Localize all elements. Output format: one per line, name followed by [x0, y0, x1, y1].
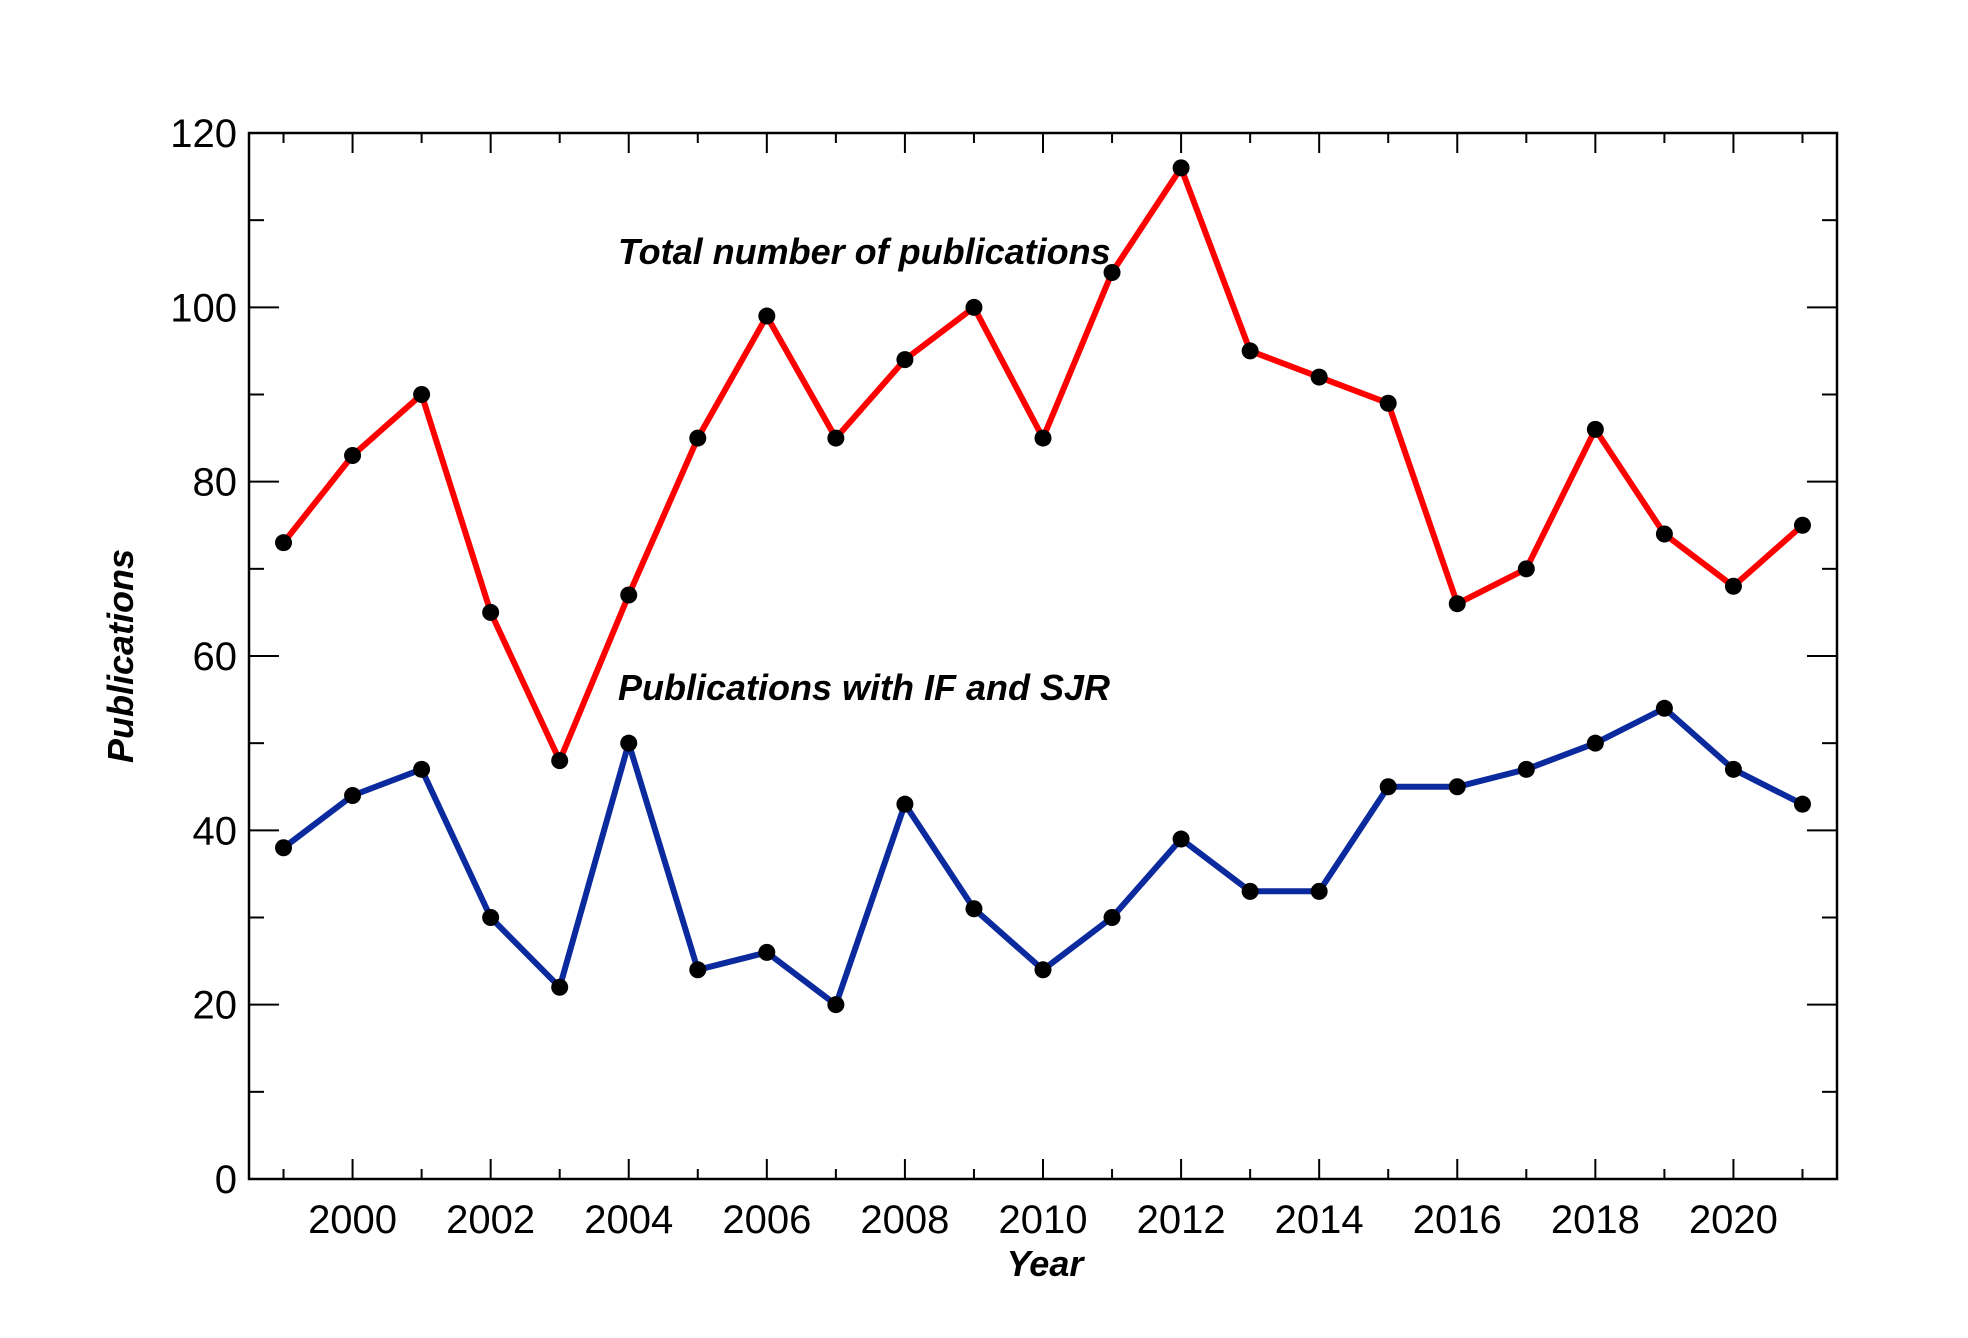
data-point-with_if_sjr — [482, 909, 500, 926]
data-point-with_if_sjr — [1103, 909, 1121, 926]
data-point-with_if_sjr — [1655, 699, 1673, 717]
data-point-with_if_sjr — [620, 734, 638, 752]
series-lines — [281, 164, 1805, 1008]
data-point-with_if_sjr — [1724, 760, 1742, 778]
x-tick-label: 2006 — [722, 1198, 811, 1242]
y-tick-label: 20 — [193, 984, 238, 1028]
data-point-total — [1379, 394, 1397, 412]
data-point-total — [758, 307, 776, 325]
data-point-total — [1655, 525, 1673, 543]
x-tick-label: 2020 — [1689, 1198, 1778, 1242]
y-tick-label: 40 — [193, 809, 238, 853]
x-tick-label: 2002 — [446, 1198, 535, 1242]
data-point-total — [482, 603, 500, 621]
data-point-total — [1103, 263, 1121, 281]
data-point-total — [1724, 577, 1742, 595]
data-point-total — [1586, 420, 1604, 438]
data-markers — [275, 159, 1811, 1014]
data-point-total — [827, 429, 845, 447]
tick-labels: 2000 2002 2004 2006 2008 2010 2012 2014 2016 2018… — [170, 112, 1778, 1242]
x-tick-label: 2016 — [1413, 1198, 1502, 1242]
x-tick-label: 2000 — [308, 1198, 397, 1242]
data-point-total — [896, 351, 914, 369]
data-point-total — [620, 586, 638, 604]
x-tick-label: 2018 — [1551, 1198, 1640, 1242]
data-point-total — [413, 386, 431, 403]
data-point-with_if_sjr — [1586, 734, 1604, 752]
annotation-publications-if-sjr: Publications with IF and SJR — [618, 667, 1110, 708]
data-point-with_if_sjr — [344, 786, 362, 804]
y-tick-label: 120 — [170, 112, 237, 156]
x-tick-label: 2008 — [860, 1198, 949, 1242]
y-axis-title: Publications — [100, 549, 141, 763]
data-point-total — [275, 534, 293, 552]
plot-frame — [247, 131, 1839, 1181]
x-tick-label: 2014 — [1275, 1198, 1364, 1242]
data-point-with_if_sjr — [275, 839, 293, 857]
y-tick-label: 100 — [170, 286, 237, 330]
data-point-total — [344, 447, 362, 465]
data-point-total — [1517, 560, 1535, 578]
x-tick-label: 2004 — [584, 1198, 673, 1242]
data-point-total — [965, 298, 983, 316]
data-point-with_if_sjr — [1448, 778, 1466, 796]
data-point-with_if_sjr — [1793, 795, 1811, 813]
data-point-with_if_sjr — [896, 795, 914, 813]
data-point-total — [1241, 342, 1259, 360]
data-point-with_if_sjr — [1034, 961, 1052, 979]
data-point-with_if_sjr — [551, 978, 569, 996]
x-tick-label: 2010 — [999, 1198, 1088, 1242]
data-point-with_if_sjr — [1310, 882, 1328, 900]
data-point-total — [1034, 429, 1052, 447]
y-tick-label: 60 — [193, 635, 238, 679]
data-point-total — [551, 752, 569, 770]
series-line-with_if_sjr — [281, 705, 1804, 1008]
x-tick-label: 2012 — [1137, 1198, 1226, 1242]
data-point-with_if_sjr — [1379, 778, 1397, 796]
data-point-total — [689, 429, 707, 447]
data-point-with_if_sjr — [689, 961, 707, 979]
data-point-with_if_sjr — [413, 760, 431, 778]
data-point-with_if_sjr — [1241, 882, 1259, 900]
x-axis-title: Year — [1007, 1243, 1086, 1284]
y-tick-label: 80 — [193, 461, 238, 505]
axis-ticks — [249, 132, 1837, 1180]
data-point-total — [1448, 595, 1466, 613]
y-tick-label: 0 — [215, 1158, 237, 1202]
data-point-with_if_sjr — [827, 996, 845, 1014]
data-point-total — [1793, 516, 1811, 534]
data-point-total — [1172, 159, 1190, 177]
annotation-total-publications: Total number of publications — [618, 231, 1111, 272]
data-point-total — [1310, 368, 1328, 386]
data-point-with_if_sjr — [965, 900, 983, 918]
data-point-with_if_sjr — [758, 943, 776, 961]
data-point-with_if_sjr — [1172, 830, 1190, 848]
data-point-with_if_sjr — [1517, 760, 1535, 778]
